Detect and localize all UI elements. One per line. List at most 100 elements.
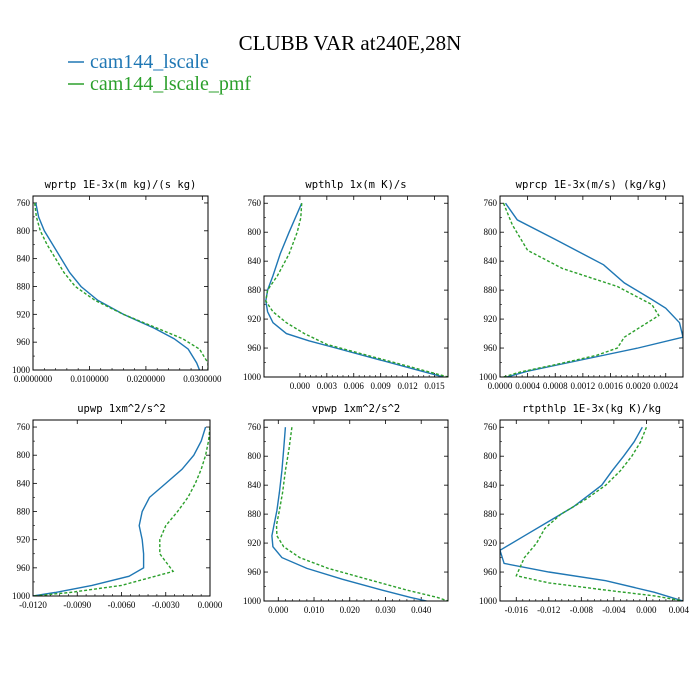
y-tick-label: 960 bbox=[17, 337, 31, 347]
legend-label-lscale-pmf: cam144_lscale_pmf bbox=[90, 73, 251, 95]
y-tick-label: 840 bbox=[17, 254, 31, 264]
y-tick-label: 800 bbox=[484, 227, 498, 237]
x-tick-label: 0.000 bbox=[268, 605, 289, 615]
series-line-lscale bbox=[271, 427, 427, 601]
y-tick-label: 840 bbox=[17, 478, 31, 488]
x-tick-label: 0.0000 bbox=[488, 381, 513, 391]
y-tick-label: 800 bbox=[484, 451, 498, 461]
series-line-lscale bbox=[35, 202, 201, 370]
panel-title: rtpthlp 1E-3x(kg K)/kg bbox=[522, 403, 661, 415]
y-tick-label: 840 bbox=[484, 256, 498, 266]
plot-frame bbox=[499, 419, 684, 602]
plot-frame bbox=[32, 195, 209, 371]
y-tick-label: 960 bbox=[484, 343, 498, 353]
panel-1: wprtp 1E-3x(m kg)/(s kg) 760 800 840 880 920 9… bbox=[12, 179, 222, 384]
y-tick-label: 1000 bbox=[243, 372, 262, 382]
y-tick-label: 1000 bbox=[479, 372, 498, 382]
panel-title: wprcp 1E-3x(m/s) (kg/kg) bbox=[516, 179, 668, 191]
x-tick-label: 0.004 bbox=[669, 605, 690, 615]
series-line-lscale bbox=[500, 426, 683, 601]
x-tick-label: 0.003 bbox=[317, 381, 338, 391]
x-tick-label: -0.0030 bbox=[152, 600, 180, 610]
x-tick-label: 0.012 bbox=[397, 381, 417, 391]
y-tick-label: 1000 bbox=[479, 596, 498, 606]
x-tick-label: -0.0090 bbox=[63, 600, 91, 610]
series-line-lscale bbox=[33, 426, 207, 596]
panel-title: wprtp 1E-3x(m kg)/(s kg) bbox=[45, 179, 197, 191]
y-tick-label: 920 bbox=[248, 538, 262, 548]
panel-6: rtpthlp 1E-3x(kg K)/kg 760 800 840 880 920 960… bbox=[479, 403, 690, 615]
x-tick-label: 0.0020 bbox=[626, 381, 651, 391]
series-line-lscale-pmf bbox=[515, 426, 683, 601]
panel-title: vpwp 1xm^2/s^2 bbox=[312, 403, 401, 415]
y-tick-label: 880 bbox=[484, 285, 498, 295]
x-tick-label: 0.0004 bbox=[515, 381, 540, 391]
y-tick-label: 880 bbox=[248, 285, 262, 295]
y-tick-label: 1000 bbox=[243, 596, 262, 606]
y-tick-label: 960 bbox=[248, 567, 262, 577]
x-tick-label: 0.0000 bbox=[198, 600, 223, 610]
y-tick-label: 760 bbox=[484, 422, 498, 432]
y-tick-label: 1000 bbox=[12, 365, 31, 375]
panel-3: wprcp 1E-3x(m/s) (kg/kg) 760 800 840 880 920 9… bbox=[479, 179, 684, 391]
x-tick-label: 0.030 bbox=[375, 605, 396, 615]
y-tick-label: 760 bbox=[17, 198, 31, 208]
y-tick-label: 880 bbox=[484, 509, 498, 519]
x-tick-label: -0.0120 bbox=[19, 600, 47, 610]
y-tick-label: 760 bbox=[248, 198, 262, 208]
x-tick-label: 0.0300000 bbox=[183, 374, 222, 384]
series-line-lscale-pmf bbox=[34, 202, 208, 370]
y-tick-label: 840 bbox=[484, 480, 498, 490]
x-tick-label: 0.040 bbox=[411, 605, 432, 615]
y-tick-label: 800 bbox=[248, 227, 262, 237]
plot-frame bbox=[263, 195, 449, 378]
x-tick-label: 0.0200000 bbox=[127, 374, 166, 384]
panel-2: wpthlp 1x(m K)/s 760 800 840 880 920 960 1000 0.… bbox=[243, 179, 449, 391]
plot-frame bbox=[32, 419, 211, 597]
panel-5: vpwp 1xm^2/s^2 760 800 840 880 920 960 1000 0.00… bbox=[243, 403, 449, 615]
y-tick-label: 760 bbox=[484, 198, 498, 208]
series-line-lscale-pmf bbox=[275, 427, 448, 601]
y-tick-label: 960 bbox=[484, 567, 498, 577]
x-tick-label: 0.0000000 bbox=[14, 374, 53, 384]
y-tick-label: 880 bbox=[248, 509, 262, 519]
x-tick-label: -0.0060 bbox=[108, 600, 136, 610]
y-tick-label: 920 bbox=[17, 309, 31, 319]
x-tick-label: 0.020 bbox=[340, 605, 361, 615]
y-tick-label: 920 bbox=[484, 538, 498, 548]
x-tick-label: 0.000 bbox=[636, 605, 657, 615]
plot-frame bbox=[263, 419, 449, 602]
y-tick-label: 800 bbox=[17, 226, 31, 236]
x-tick-label: 0.0016 bbox=[598, 381, 623, 391]
x-tick-label: -0.016 bbox=[505, 605, 529, 615]
legend: cam144_lscale cam144_lscale_pmf bbox=[68, 51, 251, 95]
y-tick-label: 1000 bbox=[12, 591, 31, 601]
x-tick-label: 0.006 bbox=[344, 381, 365, 391]
panel-title: upwp 1xm^2/s^2 bbox=[77, 403, 166, 415]
y-tick-label: 880 bbox=[17, 281, 31, 291]
series-line-lscale-pmf bbox=[502, 202, 660, 377]
y-tick-label: 960 bbox=[248, 343, 262, 353]
y-tick-label: 760 bbox=[248, 422, 262, 432]
x-tick-label: 0.009 bbox=[371, 381, 392, 391]
panel-title: wpthlp 1x(m K)/s bbox=[305, 179, 406, 191]
panels: wprtp 1E-3x(m kg)/(s kg) 760 800 840 880 920 9… bbox=[12, 179, 690, 615]
series-line-lscale bbox=[265, 202, 444, 377]
x-tick-label: -0.004 bbox=[602, 605, 626, 615]
series-line-lscale-pmf bbox=[33, 426, 210, 596]
figure-title: CLUBB VAR at240E,28N bbox=[239, 31, 462, 55]
series-line-lscale-pmf bbox=[265, 203, 448, 377]
x-tick-label: 0.0100000 bbox=[70, 374, 109, 384]
panel-4: upwp 1xm^2/s^27608008408809209601000-0.0… bbox=[12, 403, 223, 610]
y-tick-label: 920 bbox=[248, 314, 262, 324]
x-tick-label: 0.000 bbox=[290, 381, 311, 391]
y-tick-label: 800 bbox=[17, 450, 31, 460]
x-tick-label: 0.010 bbox=[304, 605, 325, 615]
legend-label-lscale: cam144_lscale bbox=[90, 51, 209, 73]
y-tick-label: 840 bbox=[248, 480, 262, 490]
y-tick-label: 920 bbox=[484, 314, 498, 324]
x-tick-label: -0.008 bbox=[570, 605, 594, 615]
y-tick-label: 840 bbox=[248, 256, 262, 266]
y-tick-label: 800 bbox=[248, 451, 262, 461]
